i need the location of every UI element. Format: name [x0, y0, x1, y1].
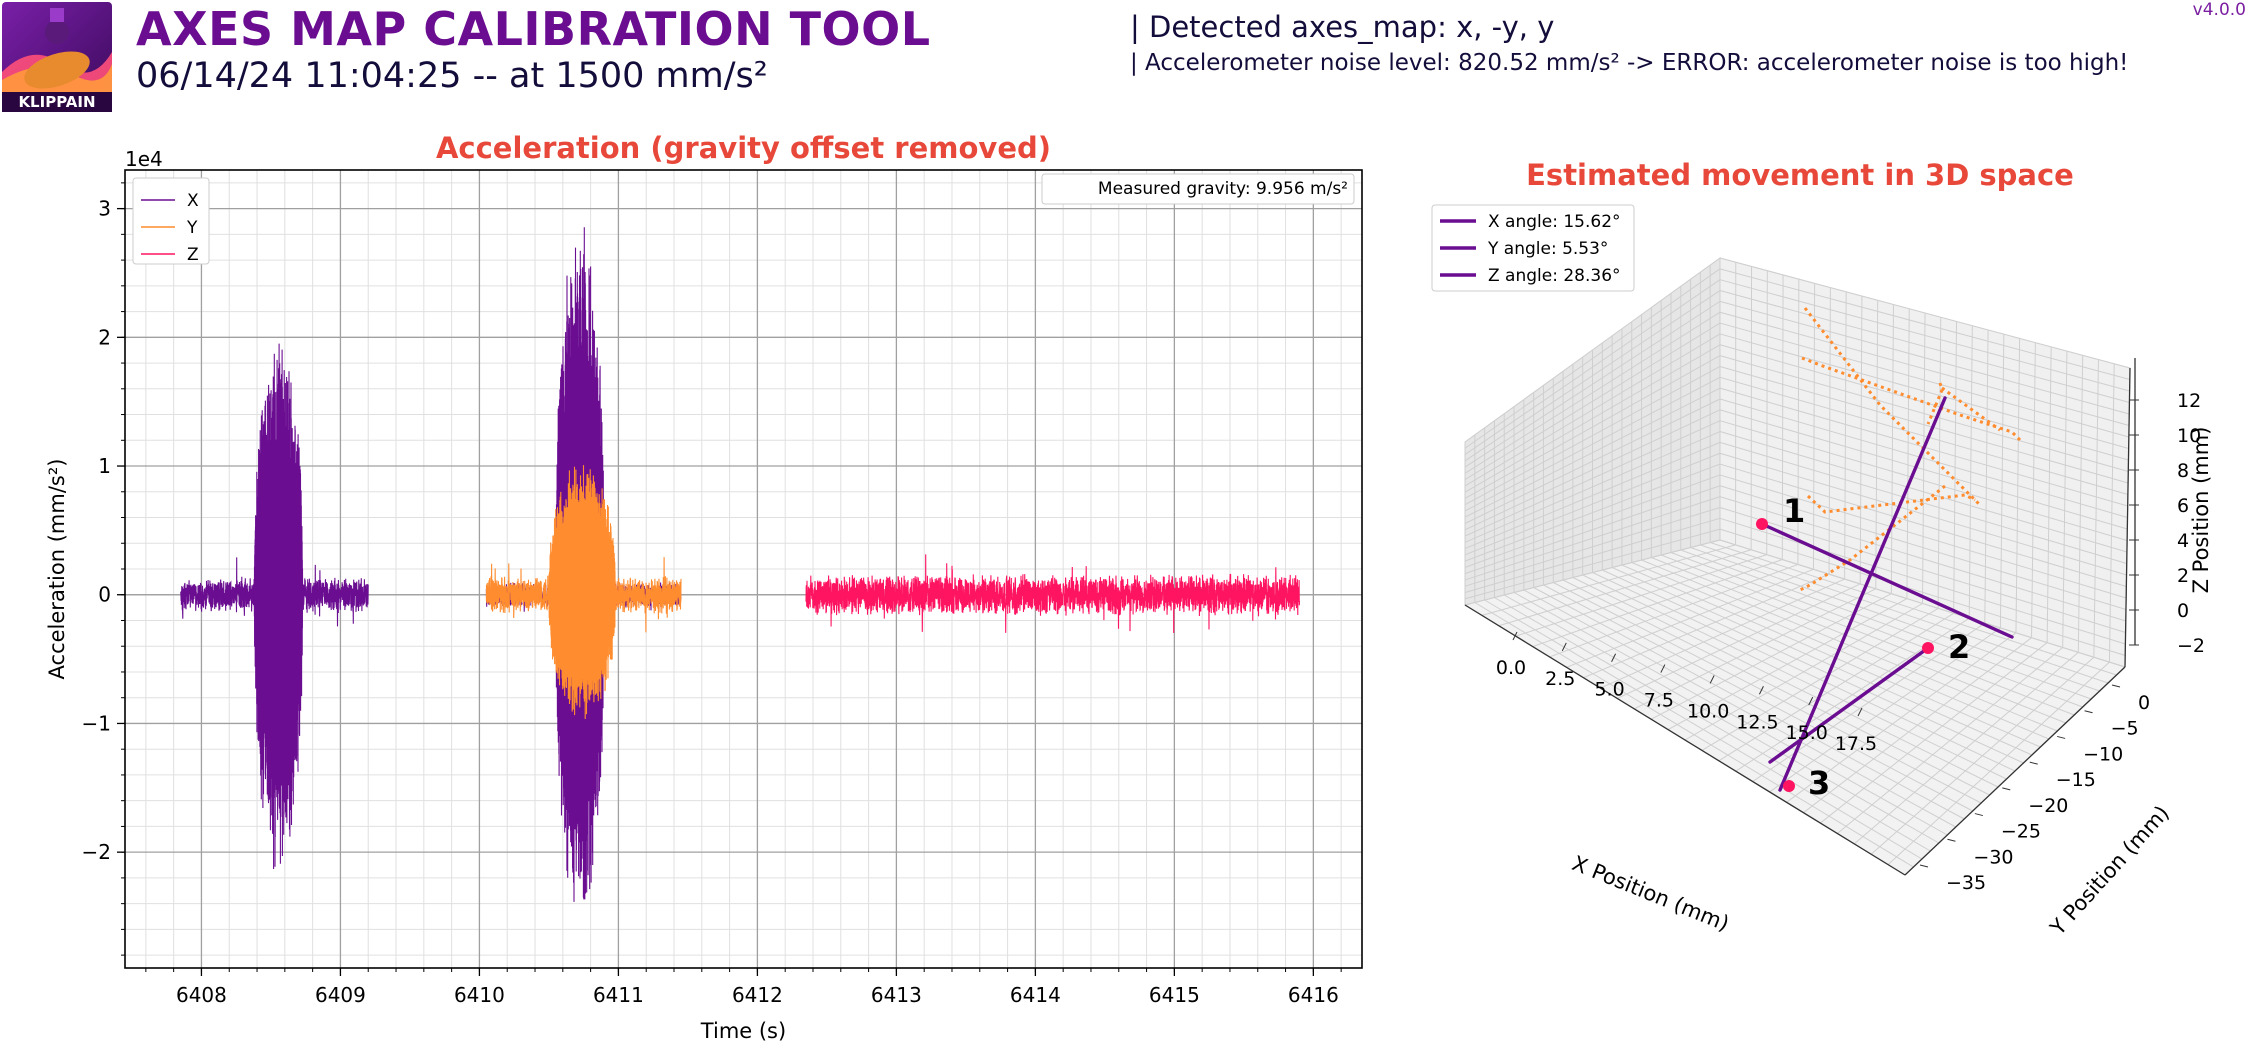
y-tick-label: 2 [98, 325, 111, 349]
z-tick-label: 10 [2177, 425, 2201, 447]
projection-trace [1926, 382, 1944, 425]
point-label: 1 [1783, 492, 1805, 530]
series-y-burst [548, 465, 626, 720]
z-tick-label: 6 [2177, 495, 2189, 517]
y-tick-label: −10 [2083, 743, 2123, 765]
logo-text: KLIPPAIN [18, 93, 95, 111]
x-tick-label: 0.0 [1496, 657, 1526, 679]
legend-entry: Y [186, 218, 198, 238]
legend-entry: Z angle: 28.36° [1488, 266, 1621, 286]
legend-entry: Y angle: 5.53° [1487, 239, 1608, 259]
legend-entry: X angle: 15.62° [1488, 212, 1621, 232]
z-tick-label: 12 [2177, 390, 2201, 412]
y-axis-offset-label: 1e4 [125, 147, 163, 171]
y-tick-label: −20 [2028, 795, 2068, 817]
y-tick-label: −2 [82, 840, 111, 864]
measured-gravity-annotation: Measured gravity: 9.956 m/s² [1041, 173, 1355, 205]
3d-pane-back [1463, 257, 2131, 876]
klippain-logo: KLIPPAIN [2, 2, 112, 112]
x-tick-label: 10.0 [1687, 700, 1729, 722]
x-tick-label: 6410 [454, 983, 505, 1007]
y-tick-label: 1 [98, 454, 111, 478]
acceleration-grid [125, 170, 1362, 968]
x-tick-label: 15.0 [1786, 722, 1828, 744]
acceleration-chart: 6408 6409 6410 6411 6412 6413 6414 6415 6416 −2 −1… [45, 131, 1363, 1043]
x-tick-label: 2.5 [1545, 668, 1575, 690]
series-z [805, 554, 1301, 634]
y-tick-label: −1 [82, 711, 111, 735]
x-tick-label: 6408 [176, 983, 227, 1007]
x-tick-label: 17.5 [1835, 733, 1877, 755]
y-tick-label: −5 [2111, 718, 2139, 740]
x-tick-label: 6413 [871, 983, 922, 1007]
series-y [485, 465, 682, 720]
3d-y-axis-label: Y Position (mm) [2045, 801, 2174, 940]
series-z-segment [805, 554, 1301, 634]
x-tick-label: 6416 [1288, 983, 1339, 1007]
z-tick-label: 8 [2177, 460, 2189, 482]
y-tick-label: −35 [1946, 872, 1986, 894]
acceleration-series [180, 227, 1301, 902]
x-tick-label: 7.5 [1644, 690, 1674, 712]
y-tick-label: −25 [2001, 821, 2041, 843]
projection-trace [1803, 307, 1982, 507]
movement-start-point [1783, 780, 1795, 792]
point-label: 3 [1808, 764, 1830, 802]
x-tick-label: 6412 [732, 983, 783, 1007]
movement-start-point [1922, 642, 1934, 654]
movement-line-z [1778, 396, 1947, 792]
3d-axis-ticks: 0.0 2.5 5.0 7.5 10.0 12.5 15.0 17.50−5−10−15−20… [1496, 358, 2205, 894]
acceleration-chart-title: Acceleration (gravity offset removed) [436, 131, 1051, 165]
z-tick-label: 2 [2177, 565, 2189, 587]
projection-trace [1941, 386, 2001, 432]
y-tick-label: 0 [2138, 692, 2150, 714]
acceleration-axes: 6408 6409 6410 6411 6412 6413 6414 6415 6416 −2 −1… [82, 169, 1363, 1007]
page-title: AXES MAP CALIBRATION TOOL [136, 2, 931, 56]
3d-x-axis-label: X Position (mm) [1569, 851, 1733, 936]
y-tick-label: 0 [98, 583, 111, 607]
noise-level-message: | Accelerometer noise level: 820.52 mm/s… [1130, 50, 2129, 76]
movement-3d-chart: Estimated movement in 3D space 123 0.0 2.… [1431, 158, 2213, 940]
x-tick-label: 6409 [315, 983, 366, 1007]
acceleration-y-axis-label: Acceleration (mm/s²) [45, 459, 69, 680]
detected-axes-map: | Detected axes_map: x, -y, y [1130, 10, 1555, 44]
projection-trace [1801, 356, 2022, 442]
point-label: 2 [1948, 628, 1970, 666]
movement-line-y [1768, 646, 1930, 764]
3d-legend: X angle: 15.62° Y angle: 5.53° Z angle: 28… [1431, 204, 1635, 292]
series-x-burst [253, 343, 310, 870]
measured-gravity-text: Measured gravity: 9.956 m/s² [1098, 179, 1348, 199]
legend-entry: X [187, 191, 199, 211]
3d-movement-lines: 1 2 3 [1756, 307, 2022, 802]
acceleration-legend: XYZ [132, 177, 210, 265]
z-tick-label: −2 [2177, 635, 2205, 657]
x-tick-label: 6411 [593, 983, 644, 1007]
y-tick-label: −30 [1973, 846, 2013, 868]
movement-line-x [1760, 522, 2014, 639]
acceleration-x-axis-label: Time (s) [700, 1019, 786, 1043]
x-tick-label: 5.0 [1594, 679, 1624, 701]
x-tick-label: 6414 [1010, 983, 1061, 1007]
3d-grid [1464, 257, 2131, 876]
x-tick-label: 6415 [1149, 983, 1200, 1007]
projection-trace [1806, 493, 1976, 514]
movement-3d-chart-title: Estimated movement in 3D space [1526, 158, 2074, 192]
z-tick-label: 0 [2177, 600, 2189, 622]
y-tick-label: −15 [2056, 769, 2096, 791]
z-tick-label: 4 [2177, 530, 2189, 552]
x-tick-label: 12.5 [1736, 711, 1778, 733]
3d-z-axis-label: Z Position (mm) [2189, 427, 2213, 594]
page-subtitle: 06/14/24 11:04:25 -- at 1500 mm/s² [136, 56, 768, 96]
movement-start-point [1756, 518, 1768, 530]
y-tick-label: 3 [98, 197, 111, 221]
version-label: v4.0.0 [2192, 0, 2246, 20]
legend-entry: Z [187, 245, 199, 265]
